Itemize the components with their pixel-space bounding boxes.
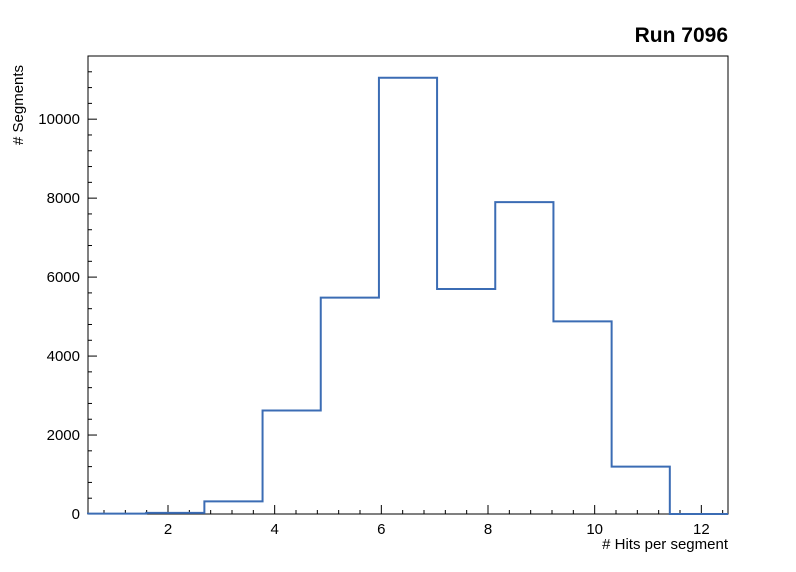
x-tick-label: 6 — [377, 521, 385, 538]
chart-title: Run 7096 — [634, 24, 728, 47]
y-tick-label: 0 — [72, 506, 80, 523]
y-tick-label: 8000 — [47, 190, 80, 207]
x-axis-label: # Hits per segment — [602, 536, 728, 553]
x-tick-label: 4 — [270, 521, 278, 538]
y-tick-label: 6000 — [47, 269, 80, 286]
x-tick-label: 2 — [164, 521, 172, 538]
plot-frame — [87, 55, 729, 515]
x-tick-label: 8 — [484, 521, 492, 538]
histogram-line — [87, 76, 728, 515]
y-tick-label: 10000 — [38, 111, 80, 128]
x-tick-label: 12 — [693, 521, 710, 538]
x-tick-label: 10 — [586, 521, 603, 538]
y-axis-label: # Segments — [10, 64, 27, 145]
y-tick-label: 2000 — [47, 427, 80, 444]
y-tick-label: 4000 — [47, 348, 80, 365]
